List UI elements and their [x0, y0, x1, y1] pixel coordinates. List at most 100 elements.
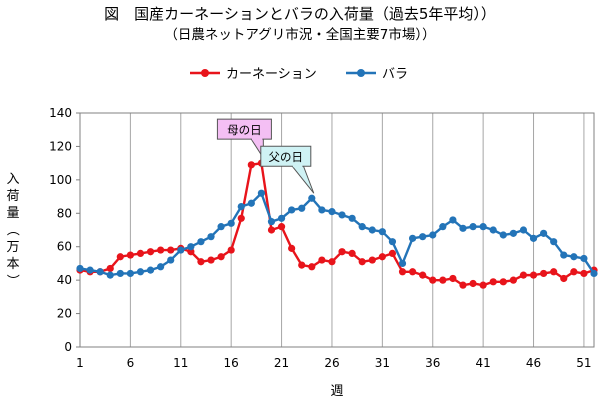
x-tick-label: 21 [274, 356, 289, 370]
data-point [408, 234, 417, 242]
data-point [217, 223, 225, 231]
data-point [429, 276, 437, 284]
chart-title: 図 国産カーネーションとバラの入荷量（過去5年平均）） [104, 5, 496, 23]
data-point [76, 264, 84, 273]
data-point [328, 208, 336, 216]
data-point [439, 223, 447, 231]
data-point [519, 271, 528, 279]
callout-pointer [290, 165, 315, 194]
data-point [338, 248, 346, 256]
chart-subtitle: （日農ネットアグリ市況・全国主要7市場）） [164, 27, 436, 43]
legend-item-carnation: カーネーション [190, 67, 317, 82]
x-tick-label: 36 [425, 356, 440, 370]
y-axis-label-char: 量 [6, 206, 19, 221]
data-point [408, 268, 417, 276]
data-point [106, 271, 114, 279]
data-point [146, 248, 155, 256]
y-axis-ticks: 0 20 40 60 80 100 120 140 [49, 106, 80, 354]
data-point [580, 254, 588, 263]
annotation-callout: 母の日 [216, 118, 272, 160]
data-point [157, 263, 165, 271]
legend-label: バラ [382, 67, 408, 82]
data-point [288, 244, 296, 252]
legend-label: カーネーション [226, 67, 317, 82]
data-point [529, 271, 538, 279]
data-point [398, 268, 407, 276]
data-point [469, 279, 477, 288]
data-point [237, 214, 245, 222]
y-tick-label: 140 [49, 106, 72, 120]
data-point [378, 253, 386, 261]
callout-joint [292, 164, 303, 168]
data-point [237, 203, 245, 211]
data-point [267, 226, 276, 234]
y-axis-label-char: 荷 [6, 189, 19, 204]
annotation-label: 母の日 [227, 123, 262, 137]
data-point [348, 249, 356, 257]
data-point [298, 261, 306, 269]
data-point [489, 226, 497, 234]
data-point [298, 204, 306, 212]
data-point [419, 271, 427, 279]
legend: カーネーション バラ [190, 67, 408, 82]
series-line [79, 161, 595, 287]
data-point [167, 246, 175, 254]
y-axis-label-char: 万 [6, 240, 19, 255]
y-axis-label-char: 入 [6, 172, 19, 187]
data-point [106, 264, 114, 273]
data-point [570, 253, 578, 261]
data-point [126, 251, 134, 259]
data-point [449, 216, 457, 224]
data-point [348, 214, 356, 222]
data-point [177, 246, 185, 254]
data-point [116, 253, 124, 261]
x-tick-label: 26 [324, 356, 339, 370]
x-tick-label: 6 [127, 356, 135, 370]
data-point [207, 233, 215, 241]
data-point [459, 224, 467, 232]
callout-box [216, 118, 272, 140]
series-rose [76, 189, 598, 279]
data-point [328, 258, 336, 266]
data-point [429, 231, 437, 239]
data-point [318, 256, 326, 264]
data-point [378, 228, 386, 236]
data-point [479, 281, 487, 289]
data-point [197, 238, 205, 246]
data-point [459, 281, 467, 289]
data-point [277, 223, 286, 231]
data-point [126, 269, 134, 278]
data-point [187, 248, 195, 256]
data-point [167, 256, 175, 264]
data-point [479, 223, 487, 231]
data-point [550, 268, 558, 276]
data-point [368, 226, 376, 234]
data-point [247, 161, 255, 169]
data-point [499, 278, 507, 286]
data-point [358, 258, 366, 266]
x-tick-label: 1 [76, 356, 84, 370]
data-point [86, 266, 94, 274]
data-point [419, 233, 427, 241]
data-point [388, 249, 397, 257]
data-point [509, 229, 517, 237]
data-point [288, 206, 296, 214]
data-point [197, 258, 205, 266]
data-point [529, 234, 538, 242]
y-axis-label-char: ） [5, 274, 20, 287]
data-point [257, 189, 266, 197]
data-point [207, 256, 215, 264]
data-point [388, 238, 397, 246]
data-point [247, 199, 255, 207]
y-tick-label: 100 [49, 173, 72, 187]
data-point [540, 269, 548, 278]
y-tick-label: 120 [49, 139, 72, 153]
data-point [590, 269, 598, 278]
y-axis-label: 入荷量 （ 万本 ） [5, 172, 20, 287]
data-point [540, 229, 548, 237]
x-tick-label: 31 [375, 356, 390, 370]
data-point [116, 269, 124, 278]
data-point [398, 259, 407, 268]
